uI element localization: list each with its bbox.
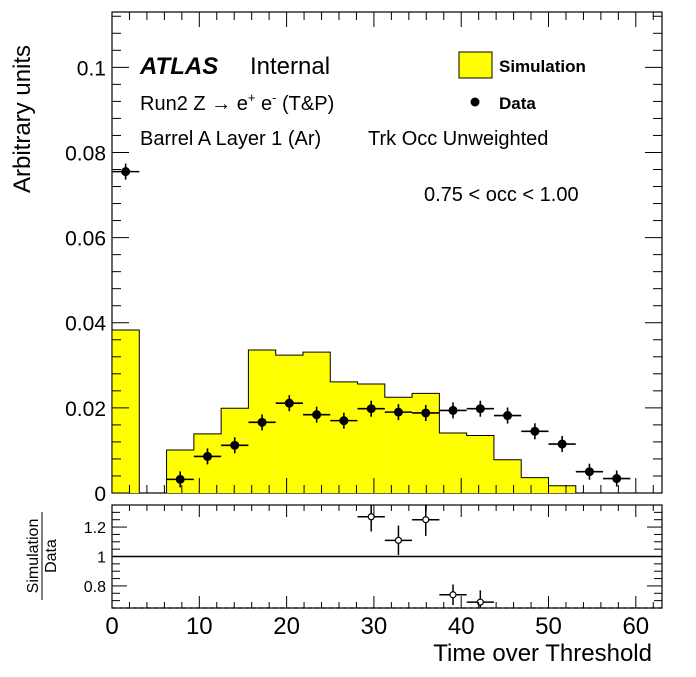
ratio-point — [439, 584, 467, 606]
data-marker — [339, 416, 349, 426]
data-marker — [612, 474, 622, 484]
data-marker — [366, 404, 376, 414]
y-tick-label: 0.1 — [77, 57, 106, 80]
y-tick-label: 0.06 — [65, 228, 106, 251]
legend-data-label: Data — [499, 94, 536, 113]
y-tick-label: 0 — [94, 483, 106, 506]
data-point — [221, 437, 249, 454]
main-x-ticks — [111, 12, 654, 493]
data-point — [357, 400, 385, 417]
data-point — [439, 402, 467, 419]
y-tick-label: 0.08 — [65, 142, 106, 165]
data-point — [575, 463, 604, 480]
x-tick-label: 50 — [535, 613, 562, 640]
data-point — [248, 414, 276, 431]
data-points — [111, 163, 631, 488]
x-tick-label: 60 — [622, 613, 649, 640]
ratio-reference-line — [112, 555, 662, 609]
x-tick-label: 30 — [361, 613, 388, 640]
simulation-bar — [112, 329, 140, 493]
internal-label: Internal — [250, 53, 330, 80]
ratio-y-axis: 0.8 1 1.2 — [84, 511, 662, 602]
simulation-bar — [466, 435, 494, 493]
data-point — [384, 404, 413, 421]
simulation-bar — [357, 384, 385, 493]
data-point — [548, 436, 576, 453]
simulation-bar — [275, 355, 303, 493]
data-marker — [584, 467, 594, 477]
data-point — [330, 412, 358, 429]
ratio-points — [357, 505, 494, 608]
ratio-point — [412, 505, 440, 536]
simulation-bar — [330, 381, 358, 493]
ratio-marker — [394, 536, 403, 544]
ratio-marker — [367, 513, 375, 521]
simulation-histogram — [111, 329, 658, 494]
ratio-point — [466, 590, 494, 608]
legend-simulation-label: Simulation — [499, 57, 586, 76]
x-tick-label: 40 — [448, 613, 475, 640]
ratio-point — [357, 505, 385, 532]
ratio-y-label-denominator: Data — [43, 539, 60, 573]
x-axis-label: Time over Threshold — [433, 640, 652, 667]
legend: Simulation Data — [458, 51, 586, 113]
ratio-y-label-numerator: Simulation — [25, 519, 42, 594]
region-label: Barrel A Layer 1 (Ar) — [140, 128, 321, 150]
data-marker — [421, 408, 431, 418]
data-marker — [530, 426, 540, 436]
x-tick-label: 10 — [186, 613, 213, 640]
data-point — [603, 470, 631, 487]
simulation-bar — [521, 477, 549, 493]
ratio-marker — [449, 591, 457, 599]
y-tick-label: 0.02 — [65, 398, 106, 421]
occupancy-range-label: 0.75 < occ < 1.00 — [424, 184, 579, 206]
data-point — [412, 404, 440, 421]
simulation-outline — [111, 329, 658, 494]
legend-simulation-swatch — [458, 51, 493, 79]
x-tick-label: 20 — [273, 613, 300, 640]
y-axis-label: Arbitrary units — [9, 45, 36, 193]
data-marker — [557, 439, 567, 449]
data-point — [493, 407, 522, 424]
y-tick-label: 0.04 — [65, 313, 106, 336]
data-marker — [257, 417, 267, 427]
atlas-label: ATLAS — [139, 53, 218, 80]
data-marker — [203, 451, 213, 461]
data-point — [275, 395, 303, 412]
ratio-y-tick-label: 1 — [97, 550, 106, 567]
data-marker — [475, 404, 485, 414]
legend-data-marker — [470, 97, 480, 107]
data-point — [302, 406, 331, 423]
simulation-bar — [493, 459, 522, 493]
data-marker — [503, 411, 513, 421]
main-y-axis: 0 0.02 0.04 0.06 0.08 0.1 — [65, 15, 662, 506]
ratio-marker — [422, 516, 430, 524]
ratio-point — [384, 525, 413, 556]
data-point — [111, 163, 140, 180]
data-marker — [393, 407, 403, 417]
data-marker — [121, 167, 131, 177]
ratio-panel: 0.8 1 1.2 0 10 20 30 40 50 60 Simulation Data Ti… — [25, 504, 663, 667]
main-panel: 0 0.02 0.04 0.06 0.08 0.1 Arbitrary units ATL… — [9, 11, 663, 506]
simulation-bar — [548, 485, 576, 493]
data-marker — [312, 410, 322, 420]
data-marker — [175, 474, 185, 484]
ratio-y-label: Simulation Data — [25, 512, 60, 600]
data-point — [166, 471, 194, 488]
run-label: Run2 Z → e+ e- (T&P) — [140, 90, 334, 115]
x-tick-label: 0 — [105, 613, 118, 640]
ratio-x-axis: 0 10 20 30 40 50 60 — [105, 505, 654, 640]
data-marker — [284, 398, 294, 408]
data-point — [466, 400, 494, 417]
ratio-y-tick-label: 1.2 — [84, 520, 106, 537]
data-marker — [230, 440, 240, 450]
data-point — [193, 448, 222, 465]
data-point — [521, 423, 549, 440]
weighting-label: Trk Occ Unweighted — [368, 128, 548, 150]
ratio-y-tick-label: 0.8 — [84, 579, 106, 596]
data-marker — [448, 405, 458, 415]
simulation-bar — [439, 432, 467, 493]
